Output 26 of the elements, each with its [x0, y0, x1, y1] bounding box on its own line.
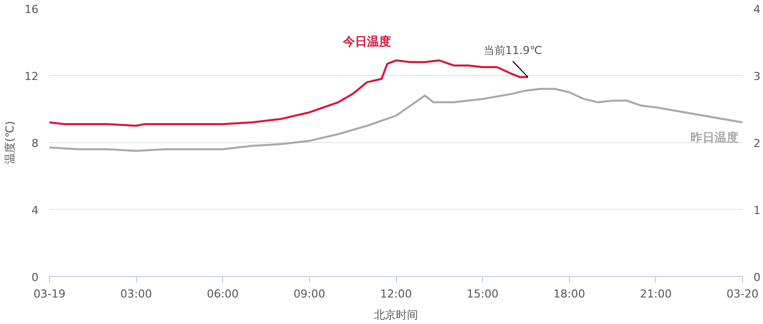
y-axis-title: 温度(℃) — [4, 121, 17, 164]
y-tick-label: 4 — [32, 204, 38, 217]
series-label: 今日温度 — [342, 34, 391, 48]
y-tick-label: 0 — [32, 271, 38, 284]
y2-tick-label: 3 — [754, 70, 760, 83]
x-tick-label: 06:00 — [206, 288, 239, 300]
x-tick-label: 03-20 — [726, 288, 758, 300]
x-tick-label: 12:00 — [380, 288, 412, 300]
line-series — [50, 59, 529, 127]
y-tick-label: 12 — [24, 70, 39, 83]
line-series — [50, 88, 742, 152]
x-tick-label: 03-19 — [34, 288, 66, 300]
y-tick-label: 8 — [32, 137, 38, 150]
y2-tick-label: 4 — [754, 3, 760, 16]
x-tick-label: 03:00 — [120, 288, 152, 300]
y2-tick-label: 0 — [754, 271, 760, 284]
x-tick-label: 15:00 — [466, 288, 498, 300]
x-tick-label: 21:00 — [640, 288, 672, 300]
annotation: 当前11.9℃ — [483, 44, 542, 58]
x-tick-label: 09:00 — [294, 288, 326, 300]
y2-tick-label: 2 — [754, 137, 760, 150]
y-tick-label: 16 — [24, 3, 39, 16]
x-axis-title: 北京时间 — [374, 308, 418, 322]
x-tick-label: 18:00 — [553, 288, 586, 300]
y2-tick-label: 1 — [754, 204, 760, 217]
series-label: 昨日温度 — [690, 130, 738, 144]
